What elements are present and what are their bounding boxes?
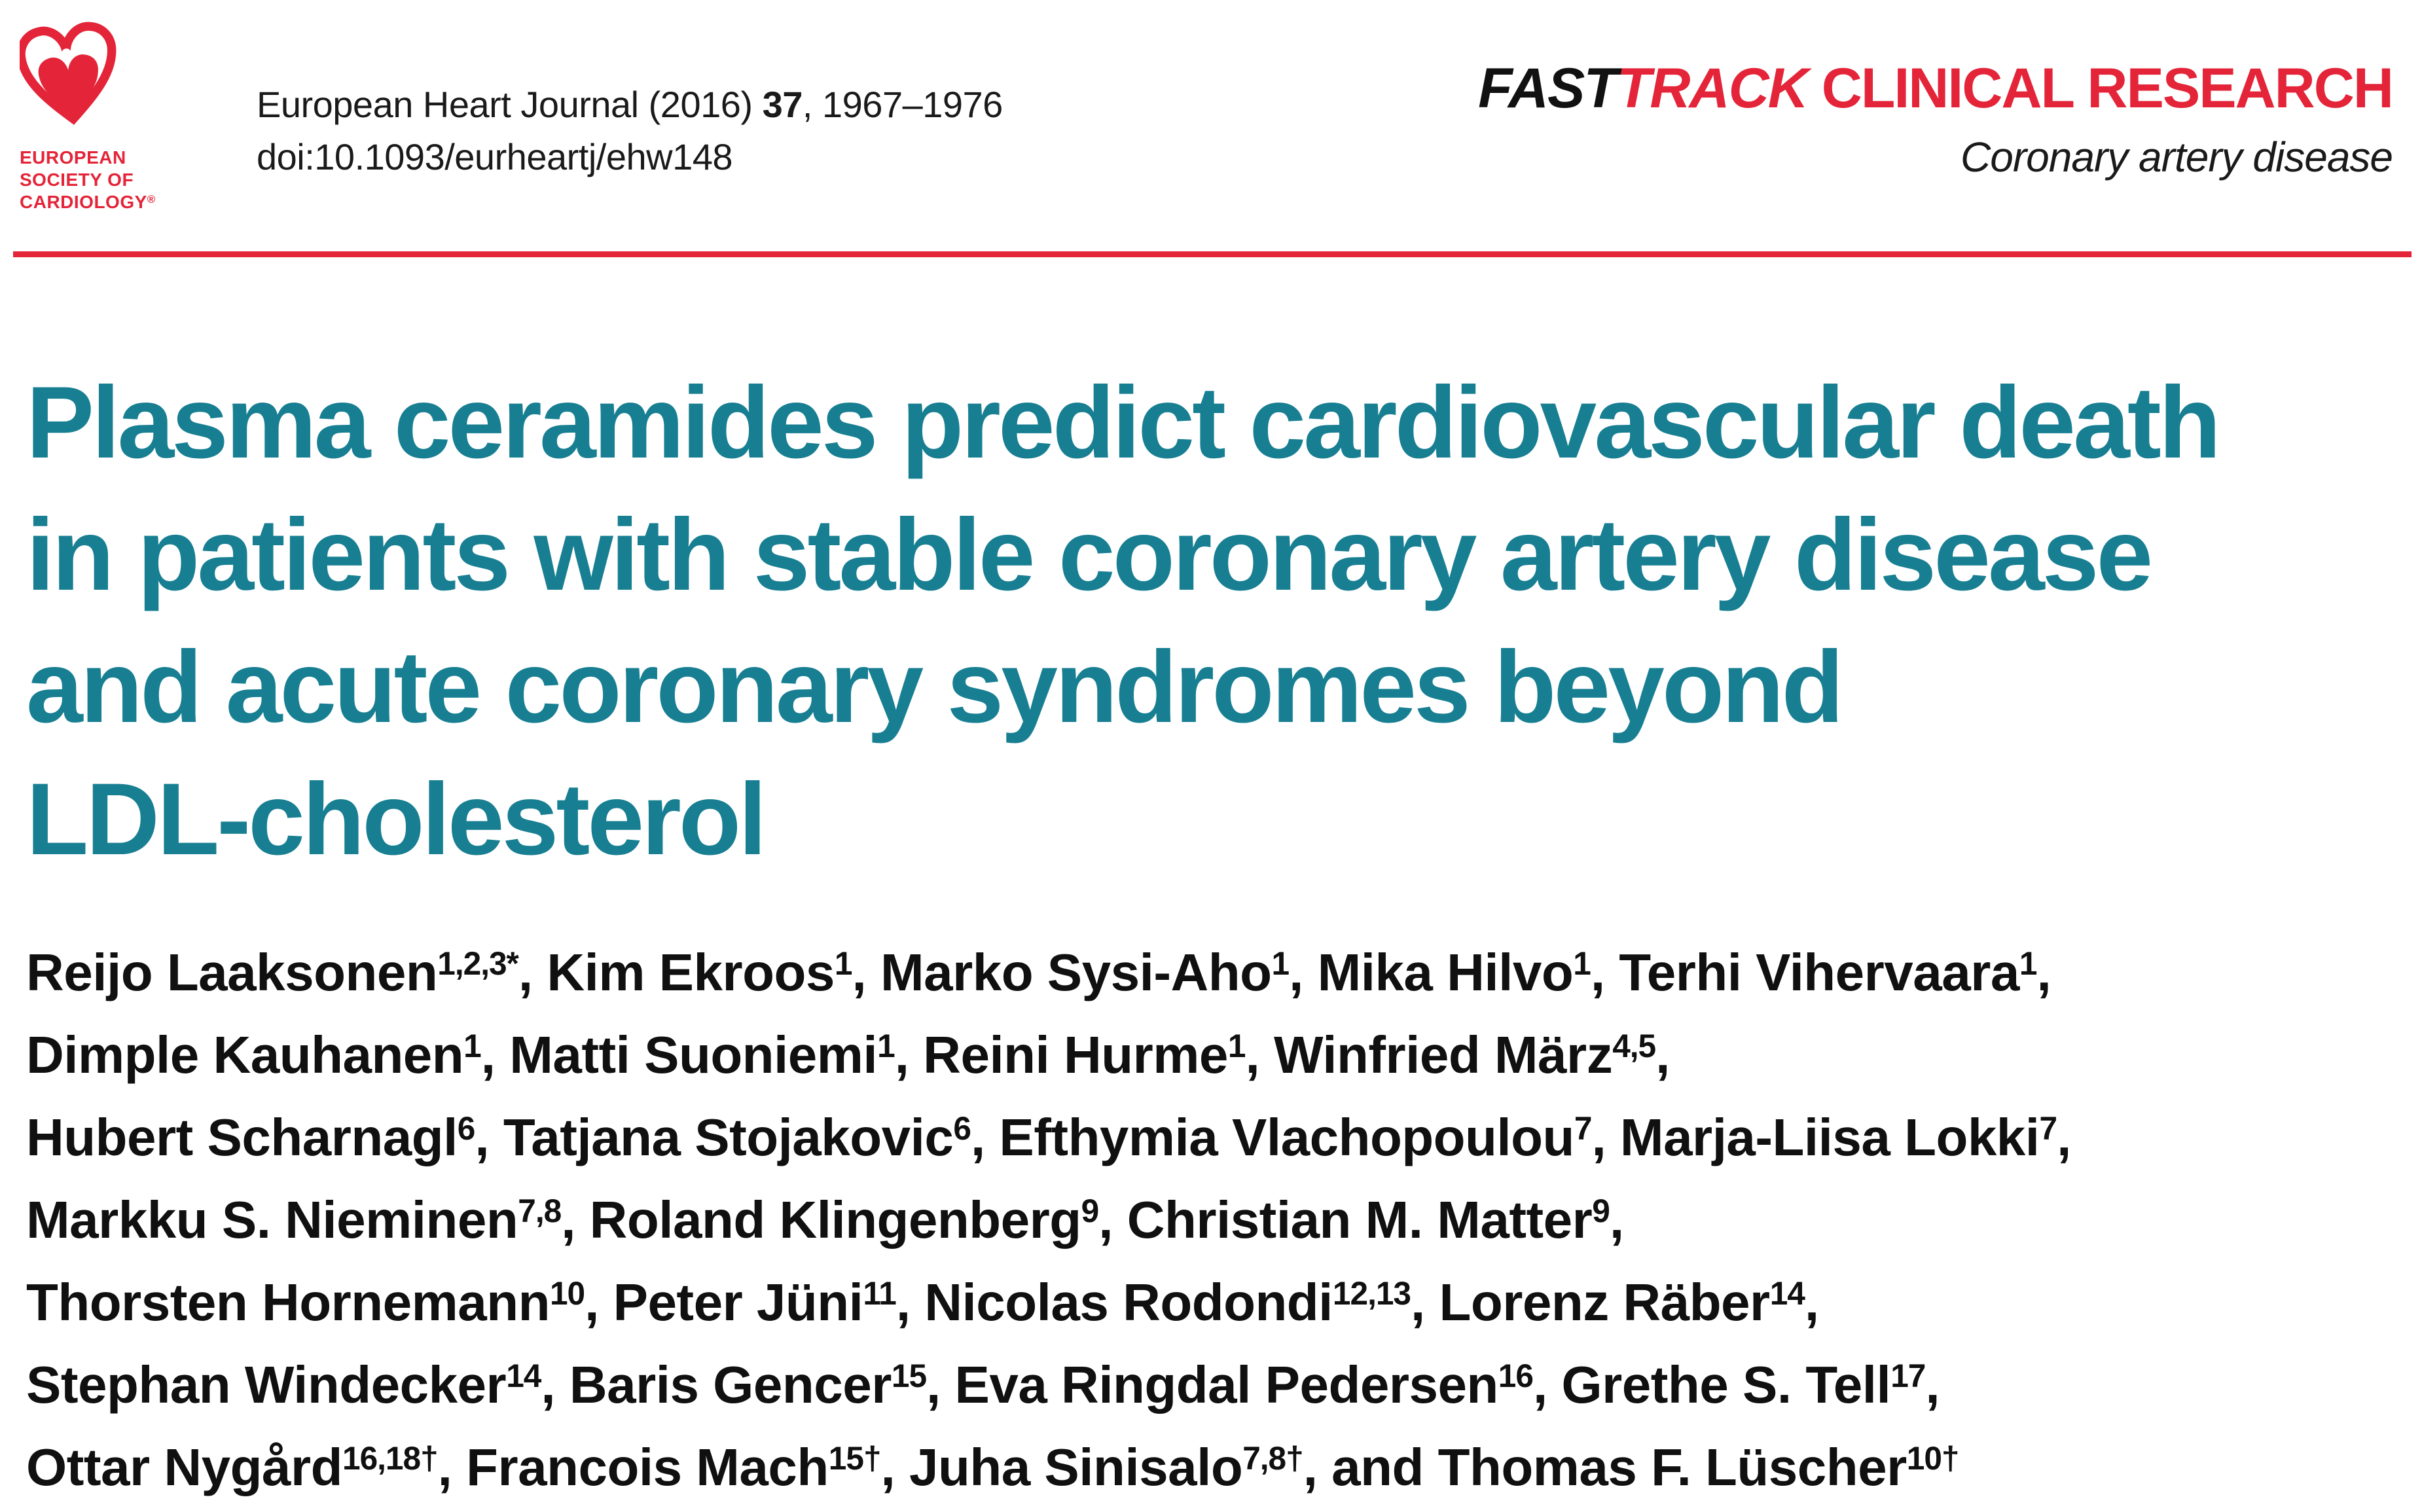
author-name: ,	[1804, 1273, 1819, 1331]
author-affiliation-superscript: 4,5	[1612, 1028, 1656, 1065]
citation-doi: doi:10.1093/eurheartj/ehw148	[257, 136, 733, 177]
author-name: , Winfried März	[1245, 1026, 1613, 1084]
author-affiliation-superscript: 1	[463, 1028, 482, 1065]
title-line: in patients with stable coronary artery …	[26, 498, 2153, 612]
author-name: , Grethe S. Tell	[1532, 1356, 1891, 1414]
author-affiliation-superscript: 10†	[1906, 1440, 1960, 1477]
author-affiliation-superscript: 11	[863, 1275, 896, 1312]
title-line: Plasma ceramides predict cardiovascular …	[26, 366, 2221, 480]
author-name: Hubert Scharnagl	[26, 1108, 458, 1166]
author-name: , Nicolas Rodondi	[895, 1273, 1333, 1331]
author-name: , Francois Mach	[437, 1438, 829, 1496]
author-name: , Marko Sysi-Aho	[852, 943, 1272, 1001]
author-affiliation-superscript: 6	[457, 1110, 476, 1147]
author-line: Thorsten Hornemann10, Peter Jüni11, Nico…	[26, 1265, 2071, 1347]
author-name: , Baris Gencer	[541, 1356, 892, 1414]
esc-logo-line-2: SOCIETY OF	[20, 170, 134, 190]
author-affiliation-superscript: 7,8†	[1242, 1440, 1304, 1477]
author-affiliation-superscript: 6	[953, 1110, 971, 1147]
author-affiliation-superscript: 16	[1498, 1358, 1534, 1395]
author-name: Ottar Nygård	[26, 1438, 342, 1496]
author-name: , Efthymia Vlachopoulou	[970, 1108, 1574, 1166]
author-name: , Reini Hurme	[894, 1026, 1229, 1084]
author-name: , Roland Klingenberg	[561, 1191, 1081, 1249]
author-affiliation-superscript: 7	[2039, 1110, 2058, 1147]
author-affiliation-superscript: 14	[1769, 1275, 1805, 1312]
article-title: Plasma ceramides predict cardiovascular …	[26, 357, 2221, 886]
author-name: , Juha Sinisalo	[880, 1438, 1243, 1496]
author-name: , Tatjana Stojakovic	[475, 1108, 954, 1166]
author-name: , Christian M. Matter	[1098, 1191, 1593, 1249]
author-name: , Marja-Liisa Lokki	[1591, 1108, 2040, 1166]
title-line: and acute coronary syndromes beyond	[26, 630, 1844, 744]
esc-logo-wordmark: EUROPEAN SOCIETY OF CARDIOLOGY®	[20, 147, 229, 216]
author-name: ,	[2036, 943, 2051, 1001]
author-name: , Peter Jüni	[585, 1273, 863, 1331]
author-affiliation-superscript: 10	[549, 1275, 585, 1312]
author-affiliation-superscript: 15†	[828, 1440, 882, 1477]
author-line: Markku S. Nieminen7,8, Roland Klingenber…	[26, 1182, 2071, 1265]
author-line: Hubert Scharnagl6, Tatjana Stojakovic6, …	[26, 1100, 2071, 1182]
title-line: LDL-cholesterol	[26, 763, 767, 876]
author-name: Markku S. Nieminen	[26, 1191, 518, 1249]
author-name: , Lorenz Räber	[1411, 1273, 1770, 1331]
esc-logo: EUROPEAN SOCIETY OF CARDIOLOGY®	[20, 10, 229, 216]
author-name: , Mika Hilvo	[1289, 943, 1574, 1001]
author-name: Thorsten Hornemann	[26, 1273, 550, 1331]
author-affiliation-superscript: 12,13	[1332, 1275, 1411, 1312]
author-line: Ottar Nygård16,18†, Francois Mach15†, Ju…	[26, 1430, 2071, 1512]
header-divider-rule	[13, 251, 2412, 257]
esc-heart-icon	[20, 22, 117, 125]
author-line: Dimple Kauhanen1, Matti Suoniemi1, Reini…	[26, 1017, 2071, 1100]
author-affiliation-superscript: 15	[891, 1358, 927, 1395]
author-name: Reijo Laaksonen	[26, 943, 438, 1001]
author-affiliation-superscript: 1	[1573, 945, 1591, 982]
author-affiliation-superscript: 1,2,3*	[437, 945, 519, 982]
author-line: Stephan Windecker14, Baris Gencer15, Eva…	[26, 1347, 2071, 1430]
author-affiliation-superscript: 1	[1271, 945, 1290, 982]
author-name: Stephan Windecker	[26, 1356, 507, 1414]
author-name: , Matti Suoniemi	[480, 1026, 878, 1084]
author-affiliation-superscript: 1	[2019, 945, 2038, 982]
citation-volume: 37	[762, 84, 803, 125]
author-affiliation-superscript: 1	[834, 945, 853, 982]
esc-logo-line-3: CARDIOLOGY®	[20, 192, 156, 212]
author-name: , Kim Ekroos	[518, 943, 835, 1001]
fasttrack-banner: FASTTRACK CLINICAL RESEARCH	[1478, 57, 2394, 120]
author-name: , Eva Ringdal Pedersen	[926, 1356, 1498, 1414]
citation-line: European Heart Journal (2016) 37, 1967–1…	[257, 79, 1003, 131]
author-name: , and Thomas F. Lüscher	[1303, 1438, 1907, 1496]
author-affiliation-superscript: 16,18†	[342, 1440, 439, 1477]
author-name: ,	[1655, 1026, 1670, 1084]
author-name: Dimple Kauhanen	[26, 1026, 464, 1084]
author-name: ,	[1925, 1356, 1940, 1414]
journal-citation: European Heart Journal (2016) 37, 1967–1…	[257, 79, 1003, 183]
author-name: ,	[2057, 1108, 2071, 1166]
citation-prefix: European Heart Journal (2016)	[257, 84, 763, 125]
author-name: , Terhi Vihervaara	[1590, 943, 2020, 1001]
author-affiliation-superscript: 7	[1574, 1110, 1593, 1147]
author-name: ,	[1609, 1191, 1624, 1249]
citation-pages: , 1967–1976	[802, 84, 1003, 125]
header-right: FASTTRACK CLINICAL RESEARCH Coronary art…	[1478, 57, 2394, 181]
registered-mark: ®	[147, 192, 156, 206]
banner-track: TRACK	[1616, 57, 1809, 120]
author-affiliation-superscript: 7,8	[518, 1193, 562, 1230]
author-affiliation-superscript: 1	[877, 1028, 895, 1065]
author-affiliation-superscript: 1	[1227, 1028, 1246, 1065]
author-list: Reijo Laaksonen1,2,3*, Kim Ekroos1, Mark…	[26, 935, 2071, 1512]
banner-fast: FAST	[1478, 57, 1618, 120]
banner-category: CLINICAL RESEARCH	[1807, 57, 2394, 120]
author-affiliation-superscript: 9	[1081, 1193, 1100, 1230]
author-affiliation-superscript: 14	[506, 1358, 541, 1395]
author-affiliation-superscript: 17	[1890, 1358, 1926, 1395]
subject-category: Coronary artery disease	[1961, 133, 2393, 181]
esc-logo-line-1: EUROPEAN	[20, 147, 126, 168]
author-line: Reijo Laaksonen1,2,3*, Kim Ekroos1, Mark…	[26, 935, 2071, 1017]
author-affiliation-superscript: 9	[1592, 1193, 1610, 1230]
